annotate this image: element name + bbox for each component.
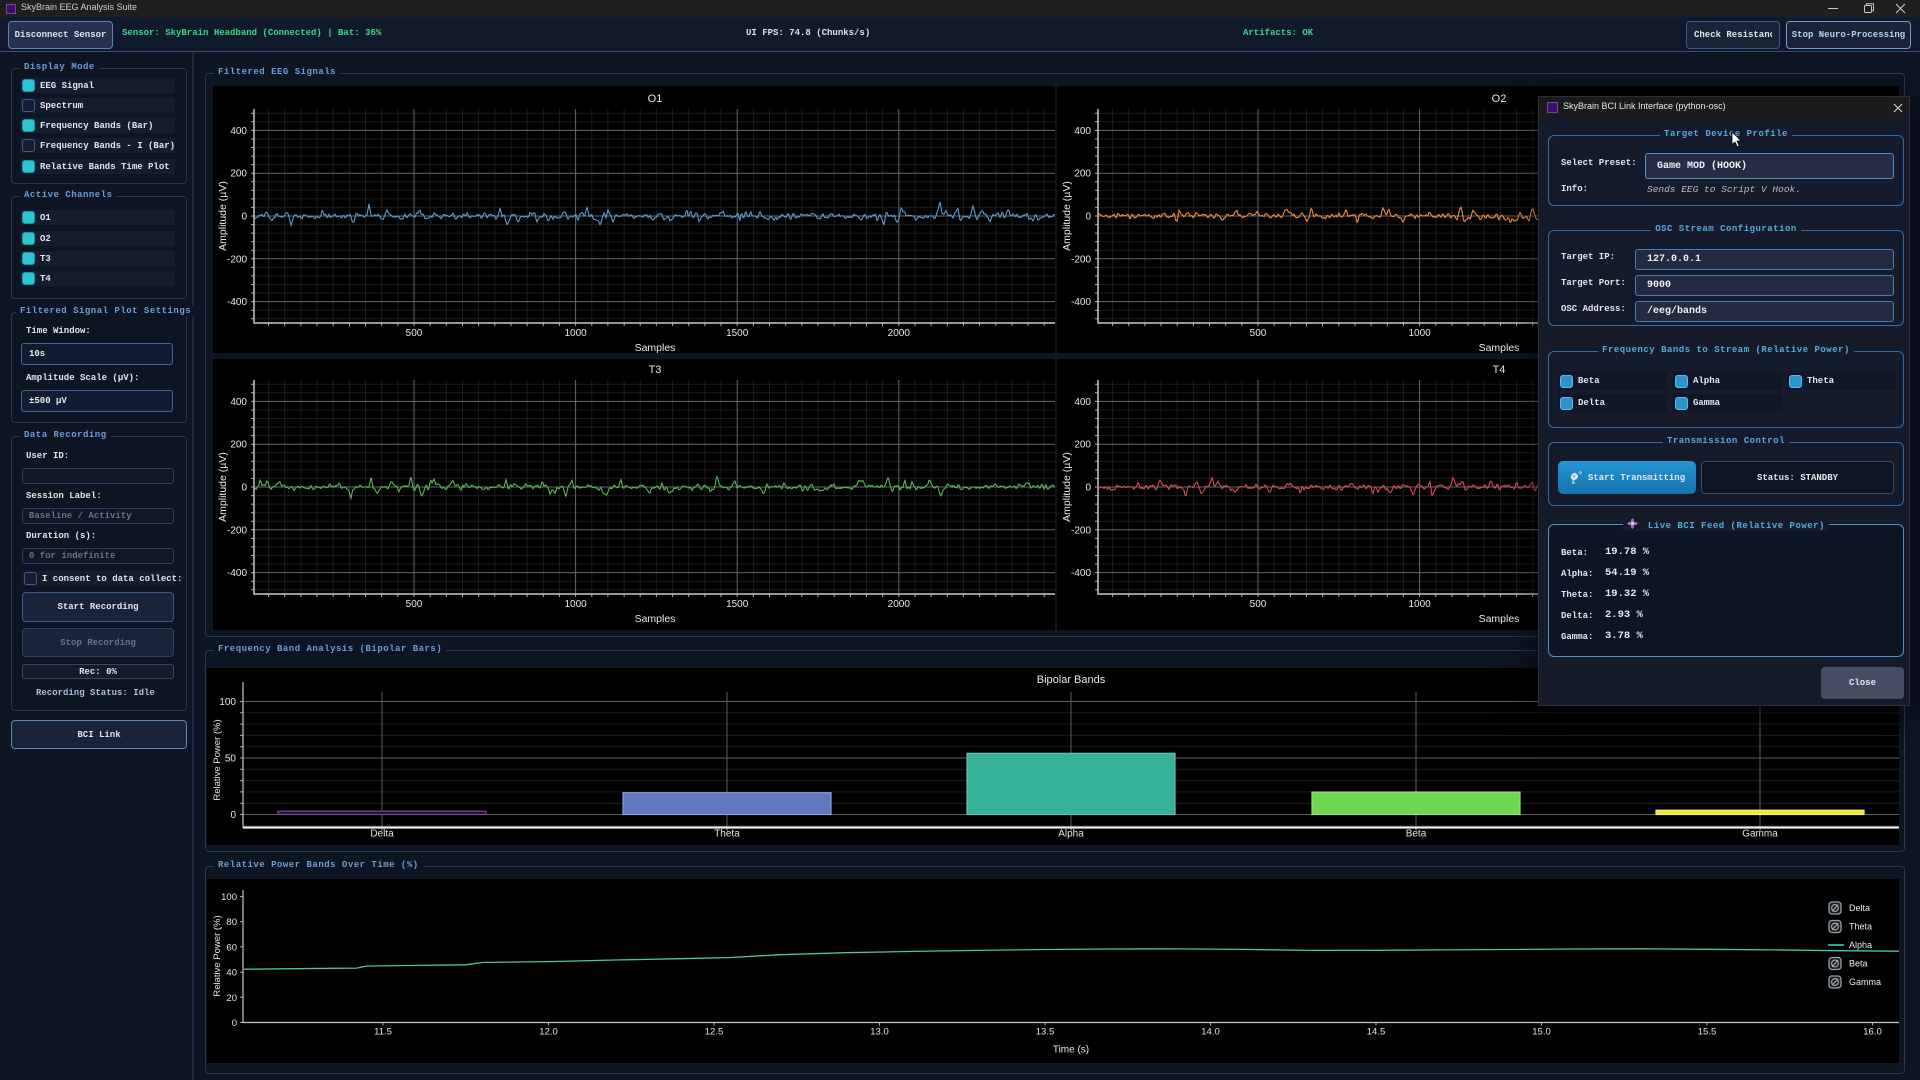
svg-text:-400: -400 (227, 297, 247, 308)
svg-text:40: 40 (226, 968, 237, 979)
svg-text:1000: 1000 (1408, 328, 1431, 339)
svg-text:Samples: Samples (1479, 613, 1520, 625)
svg-text:80: 80 (226, 917, 237, 928)
svg-text:0: 0 (241, 483, 247, 494)
svg-text:200: 200 (230, 169, 247, 180)
svg-text:Samples: Samples (635, 613, 676, 625)
svg-text:Samples: Samples (635, 342, 676, 353)
svg-text:-200: -200 (1071, 254, 1091, 265)
svg-text:Delta: Delta (1849, 903, 1870, 913)
svg-text:400: 400 (230, 397, 247, 408)
svg-text:-200: -200 (227, 254, 247, 265)
svg-text:Amplitude (µV): Amplitude (µV) (1061, 452, 1073, 522)
svg-text:Gamma: Gamma (1742, 829, 1778, 840)
svg-text:14.0: 14.0 (1201, 1027, 1220, 1038)
svg-text:500: 500 (1250, 599, 1267, 610)
svg-text:500: 500 (406, 599, 423, 610)
svg-text:200: 200 (1074, 440, 1091, 451)
svg-text:Amplitude (µV): Amplitude (µV) (217, 452, 229, 522)
svg-text:100: 100 (219, 697, 236, 708)
svg-text:400: 400 (1074, 126, 1091, 137)
svg-text:2000: 2000 (888, 599, 911, 610)
svg-text:Gamma: Gamma (1849, 977, 1881, 987)
svg-text:500: 500 (1250, 328, 1267, 339)
svg-text:T4: T4 (1493, 364, 1506, 376)
svg-text:1000: 1000 (564, 599, 587, 610)
svg-text:-200: -200 (1071, 525, 1091, 536)
svg-text:Alpha: Alpha (1849, 940, 1872, 950)
svg-text:16.0: 16.0 (1863, 1027, 1882, 1038)
svg-text:0: 0 (1085, 212, 1091, 223)
svg-text:100: 100 (221, 892, 237, 903)
svg-text:Beta: Beta (1849, 959, 1868, 969)
svg-text:60: 60 (226, 942, 237, 953)
svg-text:Alpha: Alpha (1058, 829, 1084, 840)
svg-text:0: 0 (1085, 483, 1091, 494)
svg-text:500: 500 (406, 328, 423, 339)
svg-text:200: 200 (230, 440, 247, 451)
svg-text:-200: -200 (227, 525, 247, 536)
svg-text:Relative Power (%): Relative Power (%) (212, 915, 223, 996)
svg-text:15.0: 15.0 (1532, 1027, 1551, 1038)
svg-text:Time (s): Time (s) (1053, 1045, 1089, 1056)
svg-text:1500: 1500 (726, 328, 749, 339)
svg-text:1500: 1500 (726, 599, 749, 610)
svg-text:200: 200 (1074, 169, 1091, 180)
svg-text:T3: T3 (649, 364, 662, 376)
svg-text:-400: -400 (1071, 297, 1091, 308)
svg-text:13.5: 13.5 (1036, 1027, 1055, 1038)
svg-text:13.0: 13.0 (870, 1027, 889, 1038)
svg-text:O1: O1 (648, 93, 663, 105)
svg-text:Theta: Theta (1849, 922, 1872, 932)
svg-text:12.0: 12.0 (539, 1027, 558, 1038)
svg-text:1000: 1000 (564, 328, 587, 339)
svg-text:-400: -400 (227, 568, 247, 579)
svg-text:Beta: Beta (1406, 829, 1427, 840)
svg-text:Theta: Theta (714, 829, 740, 840)
svg-text:Bipolar Bands: Bipolar Bands (1037, 674, 1106, 686)
svg-text:12.5: 12.5 (705, 1027, 724, 1038)
svg-text:0: 0 (232, 1018, 237, 1029)
svg-text:-400: -400 (1071, 568, 1091, 579)
svg-text:Samples: Samples (1479, 342, 1520, 353)
svg-text:0: 0 (241, 212, 247, 223)
svg-text:20: 20 (226, 993, 237, 1004)
svg-text:0: 0 (230, 810, 236, 821)
svg-text:O2: O2 (1492, 93, 1507, 105)
svg-text:15.5: 15.5 (1698, 1027, 1717, 1038)
svg-text:400: 400 (230, 126, 247, 137)
svg-text:Amplitude (µV): Amplitude (µV) (1061, 181, 1073, 251)
svg-text:1000: 1000 (1408, 599, 1431, 610)
svg-text:50: 50 (225, 754, 237, 765)
svg-text:14.5: 14.5 (1367, 1027, 1386, 1038)
svg-text:11.5: 11.5 (374, 1027, 392, 1038)
svg-text:Delta: Delta (370, 829, 394, 840)
svg-text:Amplitude (µV): Amplitude (µV) (217, 181, 229, 251)
svg-text:Relative Power (%): Relative Power (%) (212, 719, 223, 800)
svg-text:400: 400 (1074, 397, 1091, 408)
svg-text:2000: 2000 (888, 328, 911, 339)
